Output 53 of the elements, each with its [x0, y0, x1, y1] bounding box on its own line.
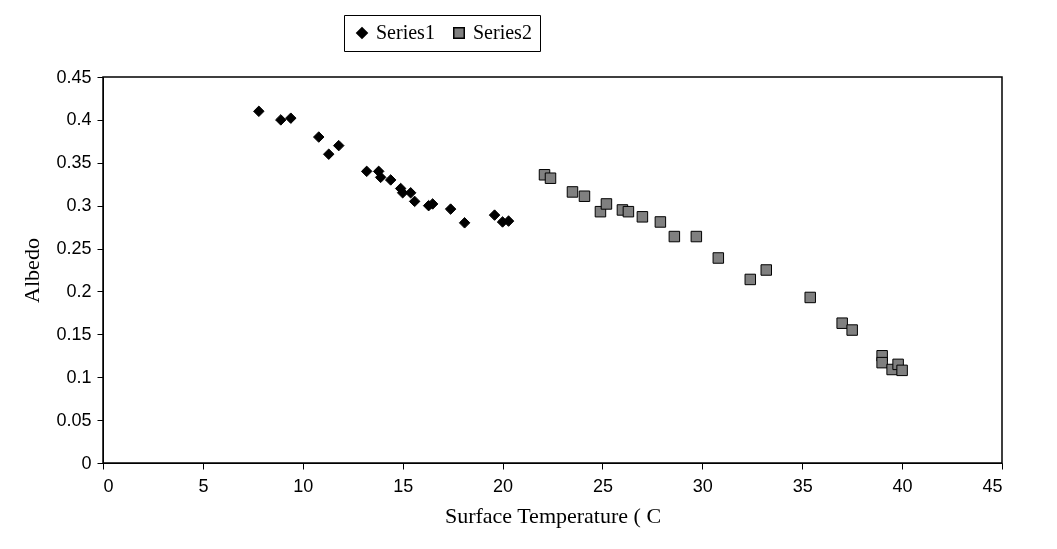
x-tick-label: 20 [493, 475, 514, 496]
y-tick-label: 0.25 [56, 238, 92, 259]
x-tick-label: 25 [592, 475, 613, 496]
y-axis-title: Albedo [19, 238, 45, 303]
y-tick-label: 0.3 [66, 195, 92, 216]
x-tick-label: 30 [692, 475, 713, 496]
y-tick-label: 0.1 [66, 366, 92, 387]
point [323, 148, 335, 160]
point [458, 217, 471, 229]
x-tick-label: 35 [792, 475, 813, 496]
y-tick-label: 0.45 [56, 66, 92, 87]
point [488, 209, 501, 221]
y-tick-label: 0.15 [56, 323, 92, 344]
point [578, 190, 591, 202]
x-tick-label: 0 [103, 475, 114, 496]
point [313, 131, 325, 143]
x-tick-label: 15 [393, 475, 414, 496]
point [622, 205, 635, 218]
y-tick-label: 0.2 [66, 280, 92, 301]
point [384, 174, 397, 186]
point [360, 165, 373, 178]
x-axis-title: Surface Temperature ( C [444, 502, 662, 528]
y-tick-label: 0.4 [66, 109, 92, 130]
point [275, 114, 287, 126]
point [896, 364, 908, 377]
point [566, 186, 579, 198]
point [760, 264, 773, 276]
point [654, 216, 667, 228]
legend-label: Series2 [473, 21, 532, 43]
point [285, 112, 297, 124]
legend-label: Series1 [376, 21, 435, 43]
point [804, 291, 816, 304]
point [712, 252, 725, 264]
y-tick-label: 0.05 [56, 409, 92, 430]
point [544, 172, 557, 184]
x-tick-label: 40 [892, 475, 913, 496]
point [636, 211, 649, 223]
x-tick-label: 45 [982, 475, 1003, 496]
point [690, 230, 703, 243]
y-tick-label: 0.35 [56, 152, 92, 173]
point [444, 203, 457, 215]
point [332, 139, 345, 152]
x-tick-label: 5 [198, 475, 209, 496]
y-tick-label: 0 [81, 452, 92, 473]
point [836, 317, 848, 329]
point [600, 198, 613, 210]
point [876, 356, 888, 369]
point [744, 273, 757, 286]
point [668, 230, 681, 243]
point [846, 324, 858, 336]
point [408, 195, 421, 208]
x-tick-label: 10 [293, 475, 314, 496]
point [253, 105, 265, 118]
